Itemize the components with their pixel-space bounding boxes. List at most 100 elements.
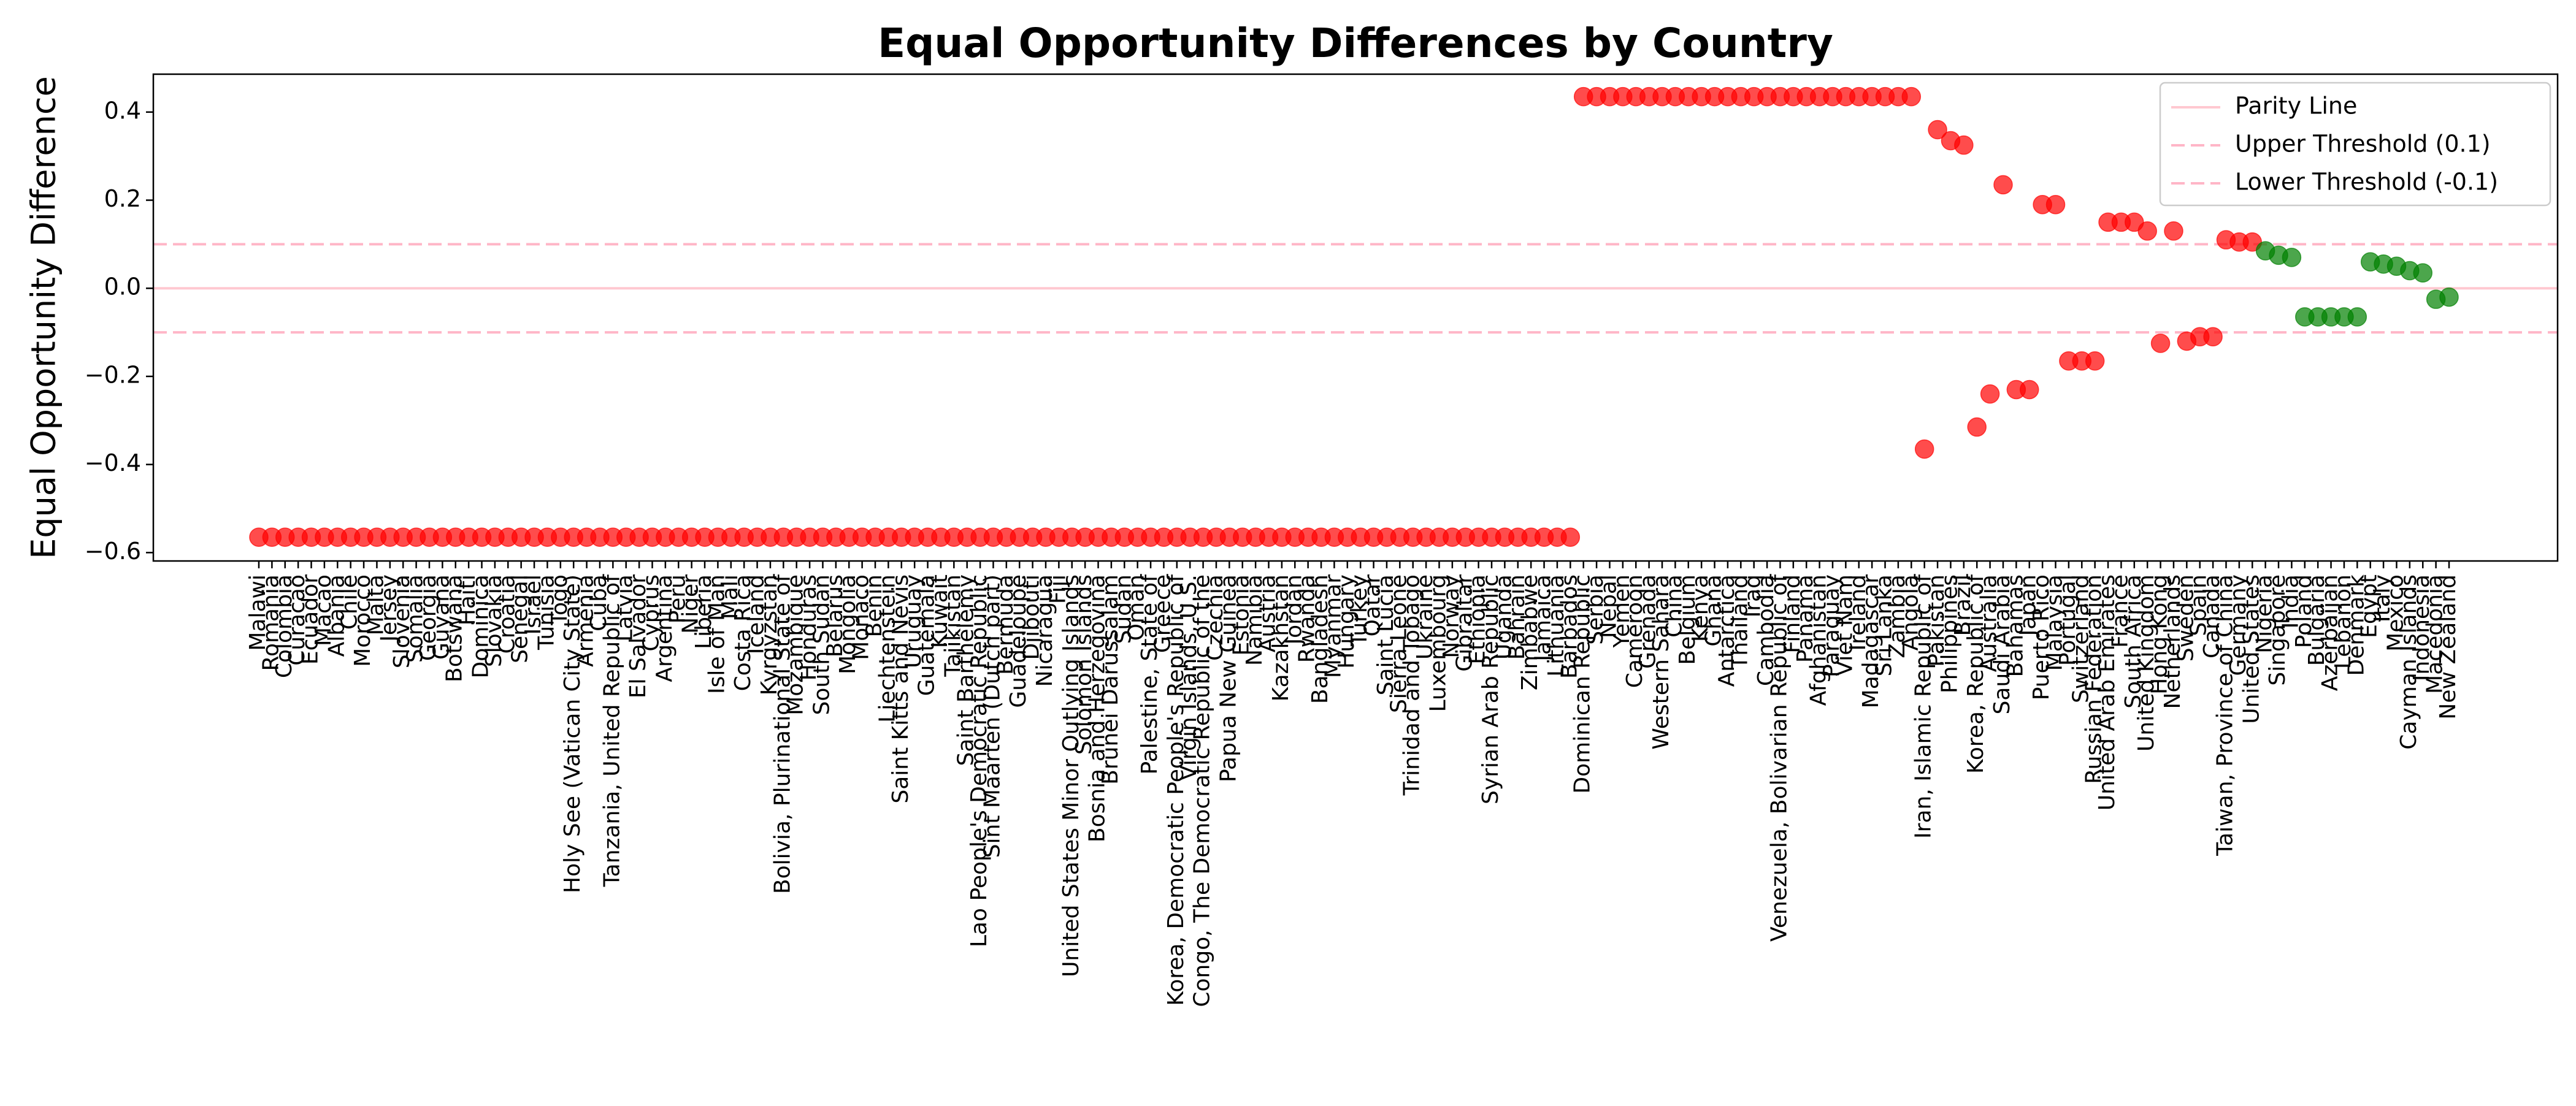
- x-tick-label: New Zealand: [2436, 574, 2461, 720]
- x-tick-label: Ireland: [1846, 574, 1871, 651]
- x-tick-label: Korea, Republic of: [1963, 574, 1988, 774]
- x-tick-label: Saint Lucia: [1373, 574, 1398, 695]
- x-tick-label: Iran, Islamic Republic of: [1911, 574, 1936, 839]
- x-tick-label: Bangladesh: [1308, 574, 1333, 704]
- x-tick-label: Estonia: [1229, 574, 1254, 656]
- x-tick-label: United Kingdom: [2134, 574, 2159, 752]
- x-tick-label: El Salvador: [626, 574, 651, 698]
- y-tick-label: 0.2: [104, 185, 141, 212]
- x-tick-label: Slovenia: [389, 574, 415, 668]
- x-tick-label: Belarus: [822, 574, 848, 657]
- x-tick-label: Nigeria: [2252, 574, 2277, 654]
- x-tick-label: Tunisia: [534, 574, 559, 650]
- x-tick-label: Western Sahara: [1649, 574, 1674, 750]
- x-tick-label: Denmark: [2344, 574, 2369, 676]
- x-tick-label: Madagascar: [1858, 574, 1884, 709]
- legend-box: [2159, 82, 2551, 207]
- point: [2019, 379, 2039, 400]
- x-tick-label: Sweden: [2173, 574, 2198, 662]
- x-tick-label: Dominican Republic: [1570, 574, 1595, 794]
- x-tick-label: Netherlands: [2160, 574, 2185, 709]
- point: [1980, 384, 2000, 404]
- x-tick-label: Jamaica: [1531, 574, 1556, 663]
- x-tick-label: Turkey: [1347, 574, 1372, 647]
- x-tick-label: Saint Kitts and Nevis: [888, 574, 913, 804]
- x-tick-label: Guatemala: [914, 574, 940, 696]
- x-tick-label: Croatia: [494, 574, 519, 654]
- x-tick-label: Macao: [311, 574, 336, 646]
- x-tick-label: Papua New Guinea: [1216, 574, 1241, 782]
- x-tick-label: Israel: [521, 574, 546, 635]
- x-tick-label: Fiji: [1045, 574, 1070, 604]
- x-tick-label: Monaco: [849, 574, 874, 660]
- x-tick-label: Cameroon: [1622, 574, 1647, 688]
- x-tick-label: Virgin Islands, U.S.: [1176, 574, 1202, 780]
- point: [1901, 86, 1922, 107]
- x-tick-label: Saudi Arabia: [1990, 574, 2015, 714]
- x-tick-label: Austria: [1255, 574, 1281, 652]
- x-tick-label: Singapore: [2265, 574, 2290, 686]
- x-tick-label: Rwanda: [1295, 574, 1320, 663]
- x-tick-label: Latvia: [613, 574, 638, 642]
- x-tick-label: Georgia: [416, 574, 441, 661]
- x-tick-label: Brazil: [1950, 574, 1976, 636]
- x-tick-label: Oman: [1124, 574, 1149, 641]
- x-tick-label: Somalia: [403, 574, 428, 663]
- plot-frame: [152, 73, 2559, 562]
- x-tick-label: Peru: [665, 574, 690, 624]
- x-tick-label: Romania: [258, 574, 283, 671]
- x-tick-label: Isle of Man: [704, 574, 729, 694]
- x-tick-label: Bolivia, Plurinational State of: [770, 574, 795, 894]
- x-tick-label: Australia: [1977, 574, 2002, 672]
- x-tick-label: Ethiopia: [1465, 574, 1490, 665]
- point: [1914, 439, 1934, 459]
- x-tick-label: Norway: [1439, 574, 1464, 658]
- x-tick-label: Zimbabwe: [1517, 574, 1543, 690]
- x-tick-label: United Arab Emirates: [2095, 574, 2120, 810]
- x-tick-label: Bulgaria: [2304, 574, 2329, 666]
- x-tick-label: Cuba: [586, 574, 611, 631]
- x-tick-label: Morocco: [350, 574, 375, 667]
- x-tick-label: Bahamas: [2003, 574, 2028, 677]
- x-tick-label: Dominica: [469, 574, 494, 679]
- x-tick-label: Lao People's Democratic Republic: [967, 574, 992, 947]
- point: [2347, 307, 2367, 327]
- point: [1560, 527, 1581, 547]
- x-tick-label: Thailand: [1727, 574, 1752, 670]
- x-tick-label: Botswana: [442, 574, 467, 682]
- x-tick-label: Armenia: [573, 574, 599, 667]
- x-tick-label: United States: [2239, 574, 2264, 724]
- x-tick-label: Viet Nam: [1832, 574, 1857, 676]
- x-tick-label: Antarctica: [1714, 574, 1739, 687]
- x-tick-label: Lebanon: [2331, 574, 2356, 669]
- x-tick-label: Spain: [2187, 574, 2212, 636]
- x-tick-label: China: [1662, 574, 1687, 638]
- x-tick-label: Mozambique: [783, 574, 808, 715]
- x-tick-label: Mongolia: [835, 574, 861, 674]
- x-tick-label: Malta: [363, 574, 388, 635]
- x-tick-label: Nepal: [1596, 574, 1621, 638]
- x-tick-label: Panama: [1793, 574, 1818, 663]
- x-tick-label: Bermuda: [993, 574, 1018, 675]
- x-tick-label: Puerto Rico: [2029, 574, 2054, 700]
- y-tick-label: −0.6: [85, 538, 141, 565]
- x-tick-label: Sierra Leone: [1386, 574, 1411, 713]
- x-tick-label: Barbados: [1557, 574, 1582, 679]
- x-tick-label: Bahrain: [1505, 574, 1530, 660]
- x-tick-label: Saint Barthélemy: [954, 574, 979, 766]
- x-tick-label: Italy: [2370, 574, 2395, 622]
- x-tick-label: Bosnia and Herzegovina: [1085, 574, 1110, 842]
- x-tick-label: Guyana: [429, 574, 454, 660]
- x-tick-label: Azerbaijan: [2318, 574, 2343, 691]
- x-tick-label: Brunei Darussalam: [1098, 574, 1123, 785]
- x-tick-label: Tanzania, United Republic of: [599, 574, 624, 888]
- y-tick-label: −0.2: [85, 361, 141, 388]
- x-tick-label: Curacao: [285, 574, 310, 666]
- x-tick-label: Ecuador: [298, 574, 323, 665]
- y-tick-label: −0.4: [85, 449, 141, 476]
- point: [2085, 351, 2105, 371]
- x-tick-label: Jersey: [377, 574, 402, 643]
- x-tick-label: Czechia: [1203, 574, 1228, 661]
- x-tick-label: Congo, The Democratic Republic of the: [1190, 574, 1215, 1007]
- y-axis-label: Equal Opportunity Difference: [25, 76, 63, 559]
